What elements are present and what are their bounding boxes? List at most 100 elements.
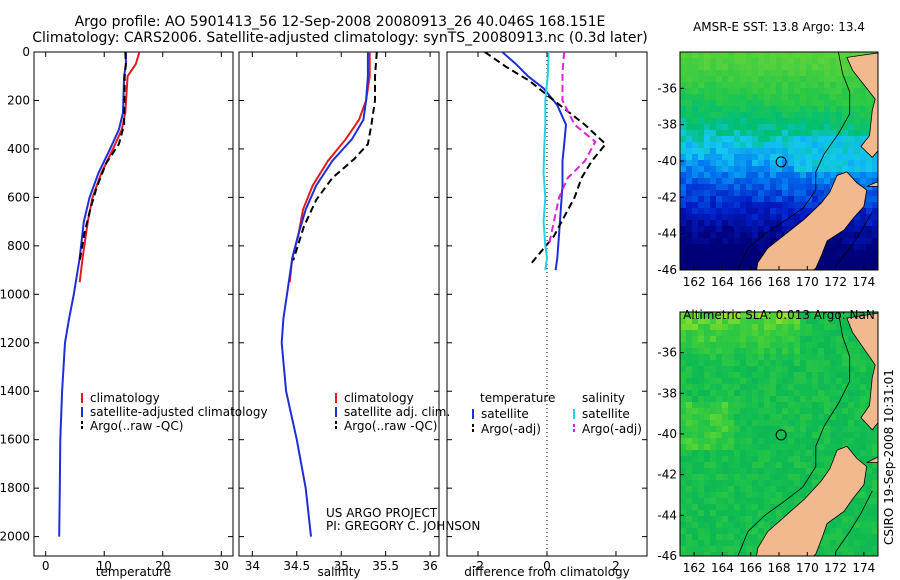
- y-tick-label: -42: [657, 190, 677, 204]
- series-line-black: [78, 52, 127, 261]
- x-tick-label: 174: [852, 275, 875, 289]
- x-axis-label: temperature: [96, 565, 171, 579]
- x-tick-label: 168: [768, 561, 791, 575]
- y-tick-label: 1600: [0, 433, 30, 447]
- y-tick-label: -46: [657, 263, 677, 277]
- x-tick-label: 10: [97, 559, 112, 573]
- y-tick-label: 1400: [0, 384, 30, 398]
- legend-label: Argo(-adj): [481, 422, 541, 436]
- legend-group-label: temperature: [480, 391, 555, 405]
- series-line-blue: [501, 52, 568, 271]
- series-lines: [280, 52, 378, 537]
- legend-label: satellite adj. clim.: [344, 405, 450, 419]
- map-field: [680, 52, 878, 270]
- y-tick-label: -36: [657, 81, 677, 95]
- y-tick-label: -38: [657, 118, 677, 132]
- x-tick-label: 172: [824, 561, 847, 575]
- map-panel-sst-map: 162 164 166 168 170 172 174 -36 -38 -40 -42 -44 -46 A…: [657, 20, 879, 289]
- y-tick-label: 1800: [0, 481, 30, 495]
- series-line-blue: [280, 52, 369, 537]
- project-credit: US ARGO PROJECT: [326, 506, 438, 520]
- y-tick-label: -40: [657, 427, 677, 441]
- y-tick-label: -40: [657, 154, 677, 168]
- series-lines: [58, 52, 141, 537]
- timestamp-stamp: CSIRO 19-Sep-2008 10:31:01: [882, 369, 896, 545]
- y-tick-label: -46: [657, 549, 677, 563]
- depth-contour: [835, 490, 873, 553]
- y-tick-label: 200: [7, 93, 30, 107]
- legend-label: satellite: [481, 407, 529, 421]
- x-tick-label: 36: [422, 559, 437, 573]
- y-tick-label: 2000: [0, 530, 30, 544]
- title-line-1: Argo profile: AO 5901413_56 12-Sep-2008 …: [74, 14, 606, 30]
- series-line-black: [484, 52, 607, 266]
- x-tick-label: 20: [155, 559, 170, 573]
- map-panel-sla-map: 162 164 166 168 170 172 174 -36 -38 -40 -42 -44 -46 A…: [657, 308, 879, 575]
- legend-label: climatology: [344, 391, 414, 405]
- series-line-blue: [58, 52, 127, 537]
- land-area: [846, 312, 878, 463]
- y-tick-label: -44: [657, 227, 677, 241]
- y-tick-label: -42: [657, 468, 677, 482]
- x-tick-label: 35: [334, 559, 349, 573]
- map-field: [680, 312, 878, 556]
- map-title: Altimetric SLA: 0.013 Argo: NaN: [683, 308, 875, 322]
- title-line-2: Climatology: CARS2006. Satellite-adjuste…: [32, 30, 648, 46]
- x-tick-label: 34.5: [283, 559, 310, 573]
- map-title: AMSR-E SST: 13.8 Argo: 13.4: [693, 20, 865, 34]
- x-tick-label: 2: [612, 559, 620, 573]
- page-title: Argo profile: AO 5901413_56 12-Sep-2008 …: [0, 14, 680, 46]
- profile-panel-salinity-profile: 34 34.5 35 35.5 36 salinity: [238, 51, 440, 579]
- x-tick-label: 30: [214, 559, 229, 573]
- series-lines: [484, 52, 607, 271]
- argo-marker: [775, 156, 787, 168]
- y-tick-label: 600: [7, 190, 30, 204]
- series-line-magenta: [547, 52, 597, 247]
- x-tick-label: 0: [543, 559, 551, 573]
- pi-credit: PI: GREGORY C. JOHNSON: [326, 519, 481, 533]
- legend-difference: temperature salinitysatelliteArgo(-adj)sa…: [472, 391, 642, 436]
- x-tick-label: -2: [472, 559, 484, 573]
- x-tick-label: 170: [796, 275, 819, 289]
- y-tick-label: -38: [657, 386, 677, 400]
- x-tick-label: 162: [683, 275, 706, 289]
- y-tick-label: 0: [22, 45, 30, 59]
- y-tick-label: -36: [657, 346, 677, 360]
- plot-frame: [33, 51, 234, 557]
- y-tick-label: 800: [7, 239, 30, 253]
- y-tick-label: -44: [657, 508, 677, 522]
- y-tick-label: 400: [7, 142, 30, 156]
- x-tick-label: 168: [768, 275, 791, 289]
- land-area: [756, 445, 868, 556]
- argo-marker: [775, 429, 787, 441]
- depth-contour: [737, 52, 851, 270]
- legend-label: Argo(..raw -QC): [90, 419, 183, 433]
- series-line-red: [78, 52, 141, 283]
- x-tick-label: 0: [42, 559, 50, 573]
- legend-label: Argo(-adj): [582, 422, 642, 436]
- legend-label: Argo(..raw -QC): [344, 419, 437, 433]
- x-tick-label: 162: [683, 561, 706, 575]
- land-area: [846, 52, 878, 187]
- x-axis-label: salinity: [317, 565, 360, 579]
- x-tick-label: 170: [796, 561, 819, 575]
- x-tick-label: 166: [739, 561, 762, 575]
- plot-frame: [238, 51, 440, 557]
- profile-panel-temperature-profile: 0 10 20 30 0 200 400 600 800 1000 1200 1400 1600 1800…: [0, 45, 234, 579]
- x-tick-label: 166: [739, 275, 762, 289]
- legend-label: satellite: [582, 407, 630, 421]
- land-area: [756, 171, 868, 270]
- x-tick-label: 174: [852, 561, 875, 575]
- x-tick-label: 164: [711, 561, 734, 575]
- x-tick-label: 164: [711, 275, 734, 289]
- x-tick-label: 35.5: [372, 559, 399, 573]
- y-tick-label: 1000: [0, 287, 30, 301]
- legend-group-label: salinity: [582, 391, 625, 405]
- legend-label: satellite-adjusted climatology: [90, 405, 268, 419]
- depth-contour: [835, 211, 873, 267]
- series-line-black: [292, 52, 378, 261]
- series-line-cyan: [542, 52, 550, 271]
